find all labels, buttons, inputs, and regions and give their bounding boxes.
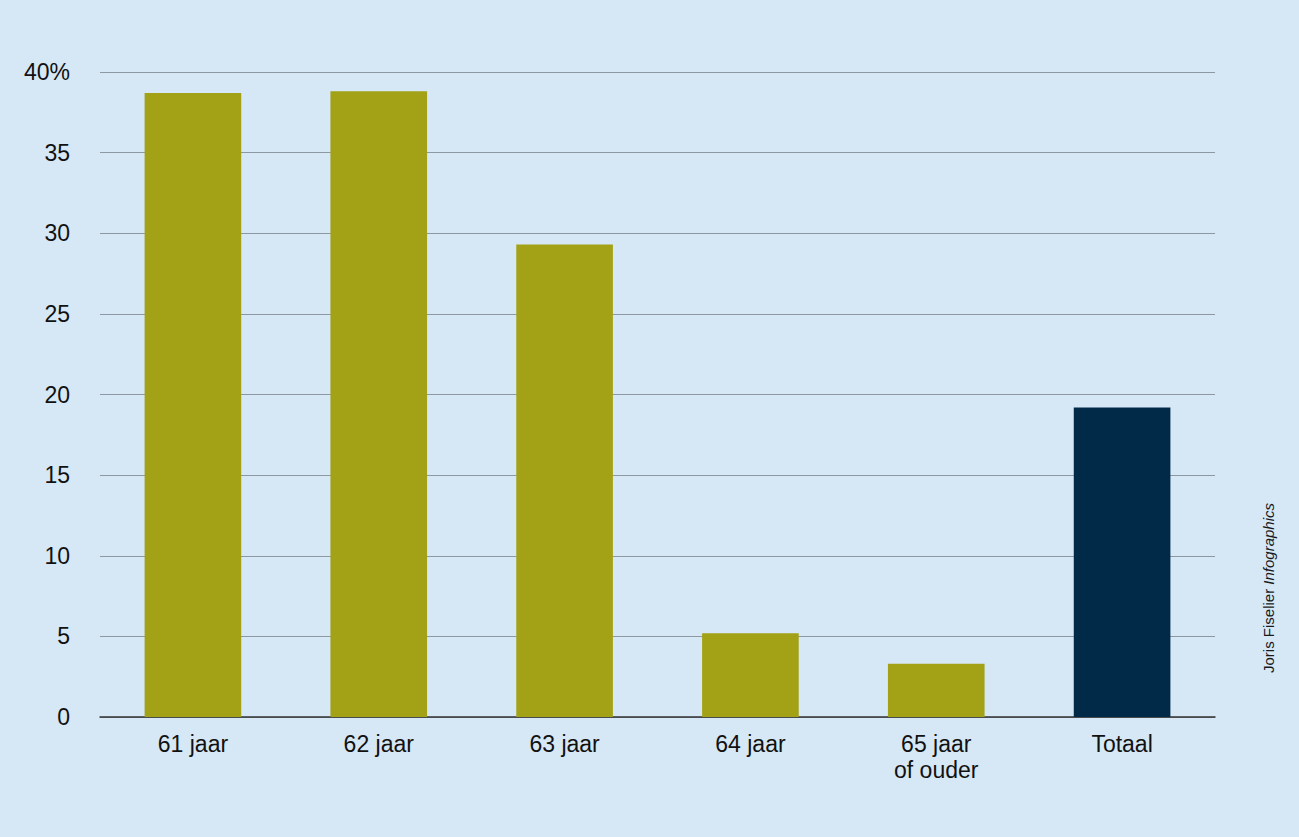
svg-text:Infographics: Infographics <box>1260 502 1277 584</box>
svg-text:Totaal: Totaal <box>1091 731 1152 757</box>
svg-text:64 jaar: 64 jaar <box>715 731 786 757</box>
svg-text:25: 25 <box>44 301 70 327</box>
svg-text:35: 35 <box>44 140 70 166</box>
svg-text:65 jaar: 65 jaar <box>901 731 972 757</box>
svg-text:of ouder: of ouder <box>894 757 979 783</box>
svg-text:Joris Fiselier: Joris Fiselier <box>1260 589 1277 673</box>
svg-text:5: 5 <box>57 623 70 649</box>
svg-text:61 jaar: 61 jaar <box>158 731 229 757</box>
svg-text:30: 30 <box>44 220 70 246</box>
svg-text:0: 0 <box>57 704 70 730</box>
svg-text:20: 20 <box>44 382 70 408</box>
svg-text:10: 10 <box>44 543 70 569</box>
svg-text:15: 15 <box>44 462 70 488</box>
svg-text:62 jaar: 62 jaar <box>344 731 415 757</box>
svg-text:40%: 40% <box>24 59 70 85</box>
svg-text:63 jaar: 63 jaar <box>529 731 600 757</box>
